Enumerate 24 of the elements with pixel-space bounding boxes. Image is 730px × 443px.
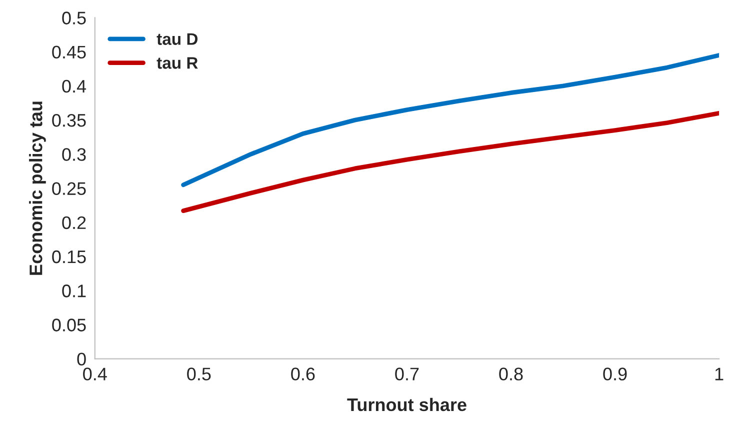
x-tick-label: 0.9 (603, 368, 627, 380)
x-axis-title: Turnout share (347, 398, 466, 412)
line-series (181, 111, 720, 214)
x-tick-label: 0.7 (395, 368, 419, 380)
x-tick-label: 1 (715, 368, 724, 380)
y-tick-label: 0 (77, 352, 86, 366)
y-tick-label: 0.35 (52, 114, 86, 127)
y-tick-label: 0.2 (62, 216, 86, 230)
y-tick-label: 0.15 (52, 250, 86, 264)
x-tick-label: 0.5 (187, 368, 211, 380)
legend-label: tau D (156, 33, 198, 45)
legend-label: tau R (156, 57, 198, 69)
y-tick-label: 0.25 (52, 182, 86, 195)
x-tick-label: 0.4 (83, 368, 107, 380)
y-axis-title: Economic policy tau (29, 102, 46, 275)
y-tick-label: 0.1 (62, 284, 86, 298)
y-tick-label: 0.3 (62, 148, 86, 161)
x-tick-label: 0.6 (291, 368, 315, 380)
y-tick-label: 0.05 (52, 318, 86, 332)
x-tick-label: 0.8 (499, 368, 523, 380)
y-tick-label: 0.4 (62, 80, 86, 93)
line-series (181, 53, 720, 188)
y-tick-label: 0.45 (52, 46, 86, 59)
y-tick-label: 0.5 (62, 12, 86, 24)
